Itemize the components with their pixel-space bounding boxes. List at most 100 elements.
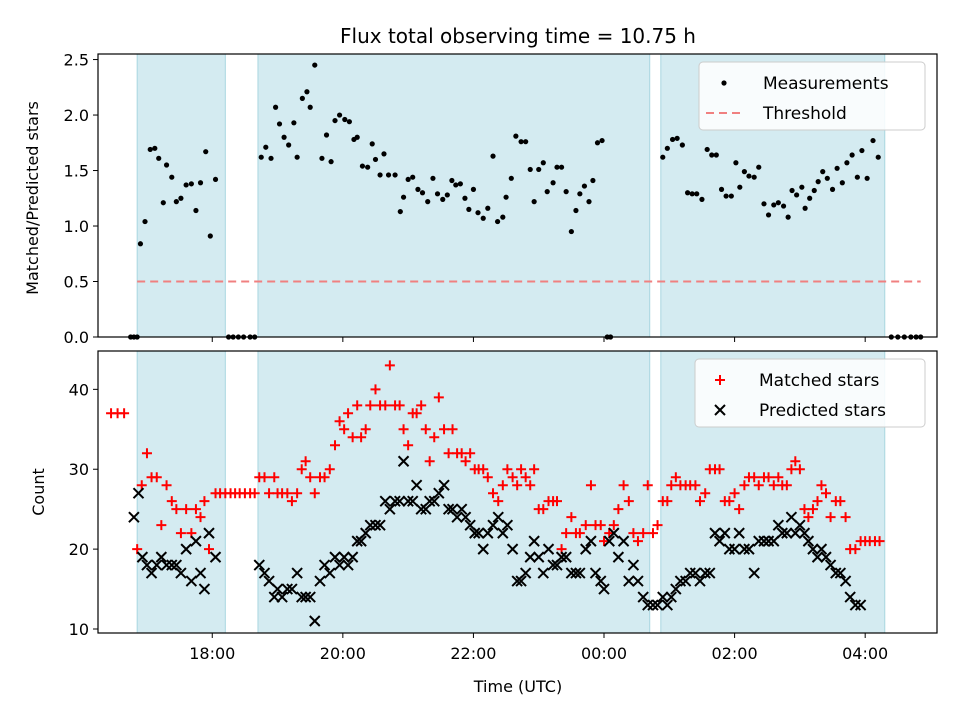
predicted-point xyxy=(528,535,540,547)
matched-point xyxy=(749,472,760,483)
measurement-point xyxy=(294,154,300,160)
matched-point xyxy=(296,464,307,475)
predicted-point xyxy=(141,559,153,571)
predicted-point xyxy=(713,535,726,547)
measurement-point xyxy=(457,181,463,187)
predicted-point xyxy=(704,567,716,579)
predicted-point xyxy=(497,527,509,539)
predicted-point xyxy=(299,591,312,603)
predicted-point xyxy=(789,527,802,539)
predicted-point xyxy=(560,551,572,563)
predicted-point xyxy=(281,583,294,595)
measurement-point xyxy=(142,218,148,225)
measurement-point xyxy=(550,180,556,186)
measurement-point xyxy=(590,177,596,184)
measurement-point xyxy=(815,179,821,185)
predicted-point xyxy=(574,567,586,579)
measurement-point xyxy=(586,199,592,205)
matched-point xyxy=(190,504,201,515)
matched-point xyxy=(330,440,341,451)
measurement-point xyxy=(709,152,715,158)
predicted-point xyxy=(132,487,145,499)
matched-point xyxy=(249,488,260,499)
matched-point xyxy=(516,464,527,475)
measurement-point xyxy=(684,190,691,196)
measurement-point xyxy=(503,194,509,200)
predicted-point xyxy=(758,535,770,547)
matched-point xyxy=(203,544,214,555)
predicted-point xyxy=(762,535,775,547)
predicted-point xyxy=(369,519,382,531)
measurement-point xyxy=(323,132,330,138)
measurement-point xyxy=(490,153,496,159)
predicted-point xyxy=(203,527,215,539)
matched-point xyxy=(347,432,358,443)
measurement-point xyxy=(875,154,881,160)
predicted-point xyxy=(776,527,788,539)
predicted-point xyxy=(753,535,765,547)
predicted-point xyxy=(689,567,702,579)
measurement-point xyxy=(137,241,144,247)
measurement-point xyxy=(304,89,310,95)
predicted-point xyxy=(501,519,514,531)
predicted-point xyxy=(728,543,741,555)
measurement-point xyxy=(276,121,283,127)
matched-point xyxy=(714,464,725,475)
matched-point xyxy=(807,504,818,515)
measurement-point xyxy=(160,200,166,206)
measurement-point xyxy=(163,162,170,168)
predicted-point xyxy=(834,567,847,579)
matched-point xyxy=(525,480,536,491)
predicted-point xyxy=(674,575,687,587)
measurement-point xyxy=(746,173,752,179)
measurement-point xyxy=(563,189,569,195)
matched-point xyxy=(456,448,467,459)
legend-label: Measurements xyxy=(763,74,889,94)
x-tick-label: 22:00 xyxy=(450,644,496,663)
measurement-point xyxy=(453,182,459,188)
predicted-point xyxy=(642,599,654,611)
predicted-point xyxy=(537,567,549,579)
measurement-point xyxy=(430,175,436,181)
measurement-point xyxy=(286,142,292,148)
measurement-point xyxy=(392,172,398,178)
measurement-point xyxy=(728,193,734,199)
matched-point xyxy=(264,488,275,499)
matched-point xyxy=(151,472,162,483)
matched-point xyxy=(694,496,705,507)
matched-point xyxy=(433,392,444,403)
matched-point xyxy=(580,520,591,531)
predicted-point xyxy=(410,479,423,491)
matched-point xyxy=(628,528,639,539)
matched-point xyxy=(439,424,450,435)
measurement-point xyxy=(544,189,550,195)
predicted-point xyxy=(309,615,321,627)
measurement-point xyxy=(594,140,601,146)
predicted-point xyxy=(314,575,326,587)
measurement-point xyxy=(761,201,767,207)
matched-point xyxy=(465,448,476,459)
measurement-point xyxy=(723,193,729,199)
measurement-point xyxy=(540,160,546,166)
predicted-point xyxy=(477,543,489,555)
matched-point xyxy=(352,400,363,411)
measurement-point xyxy=(864,175,870,181)
predicted-point xyxy=(565,567,578,579)
matched-point xyxy=(595,520,606,531)
legend-label: Threshold xyxy=(762,104,847,124)
predicted-point xyxy=(748,567,760,579)
measurement-point xyxy=(425,199,431,205)
measurement-point xyxy=(346,119,352,125)
predicted-point xyxy=(209,551,222,563)
matched-point xyxy=(618,480,629,491)
x-tick-label: 20:00 xyxy=(320,644,366,663)
measurement-point xyxy=(771,202,777,208)
predicted-point xyxy=(359,527,372,539)
predicted-point xyxy=(589,567,602,579)
matched-point xyxy=(493,496,504,507)
measurement-point xyxy=(794,192,800,198)
matched-point xyxy=(119,408,130,419)
matched-point xyxy=(753,480,764,491)
matched-point xyxy=(403,440,414,451)
matched-point xyxy=(282,488,293,499)
